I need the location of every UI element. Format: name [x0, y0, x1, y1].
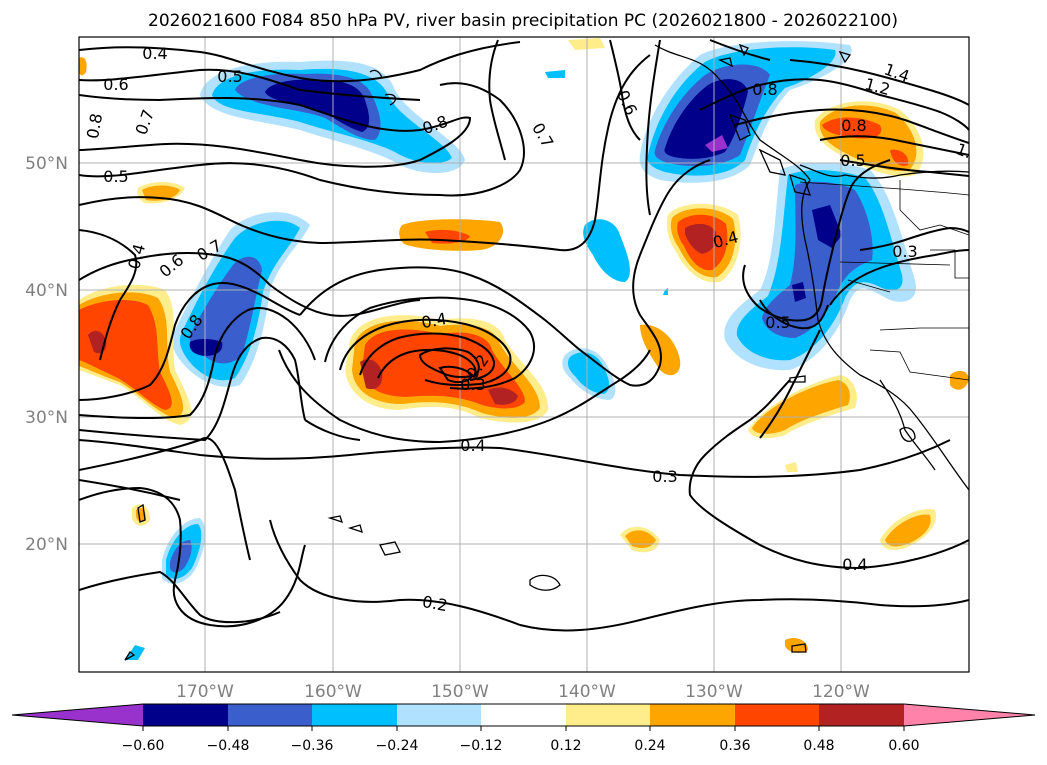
- contour-label: 0.3: [892, 242, 917, 261]
- colorbar-tick-label: −0.24: [376, 738, 419, 754]
- contour-label: 0.4: [460, 436, 485, 455]
- colorbar-swatch: [650, 704, 735, 726]
- contour-label: 0.4: [842, 555, 867, 574]
- latitude-label: 50°N: [25, 154, 68, 174]
- contour-label: 0.3: [652, 467, 677, 486]
- colorbar-swatch: [143, 704, 228, 726]
- latitude-label: 30°N: [25, 408, 68, 428]
- colorbar-tick-label: −0.48: [207, 738, 250, 754]
- map-panel: 0.4 0.6 0.8 0.5 0.4 0.6 0.7 0.8 0.5 0.8 …: [79, 37, 974, 672]
- colorbar-tick-label: 0.36: [719, 738, 750, 754]
- coastlines: [124, 43, 969, 661]
- longitude-label: 120°W: [812, 682, 870, 702]
- colorbar-extend-min: [12, 704, 143, 726]
- colorbar-tick-label: 0.12: [550, 738, 581, 754]
- colorbar-swatch: [566, 704, 650, 726]
- pv-contours: [79, 39, 969, 632]
- contour-label: 0.5: [765, 313, 790, 332]
- contour-label: 0.3: [460, 375, 485, 394]
- colorbar-swatch: [312, 704, 397, 726]
- contour-label: 0.6: [103, 75, 128, 94]
- contour-label: 0.8: [841, 116, 866, 135]
- colorbar-tick-label: −0.36: [291, 738, 334, 754]
- colorbar-tick-label: 0.24: [634, 738, 665, 754]
- latitude-axis: 50°N 40°N 30°N 20°N: [25, 154, 68, 555]
- colorbar-swatch: [228, 704, 312, 726]
- colorbar-tick-label: −0.60: [122, 738, 165, 754]
- contour-label: 0.8: [83, 112, 106, 140]
- colorbar-swatch: [397, 704, 481, 726]
- colorbar-tick-label: 0.60: [888, 738, 919, 754]
- contour-label: 0.2: [421, 592, 449, 615]
- colorbar-tick-label: 0.48: [803, 738, 834, 754]
- figure-title: 2026021600 F084 850 hPa PV, river basin …: [148, 11, 898, 31]
- longitude-label: 150°W: [431, 682, 489, 702]
- contour-label: 0.5: [217, 67, 242, 86]
- latitude-label: 20°N: [25, 535, 68, 555]
- contour-label: 1.: [953, 139, 974, 162]
- map-frame: [78, 36, 970, 673]
- colorbar-swatch: [819, 704, 904, 726]
- political-borders: [799, 180, 969, 381]
- colorbar-tick-label: −0.12: [460, 738, 503, 754]
- colorbar: −0.60 −0.48 −0.36 −0.24 −0.12 0.12 0.24 …: [11, 703, 1036, 754]
- colorbar-extend-max: [904, 704, 1035, 726]
- longitude-label: 160°W: [304, 682, 362, 702]
- contour-label: 0.4: [420, 309, 448, 332]
- longitude-label: 140°W: [558, 682, 616, 702]
- colorbar-swatch: [481, 704, 566, 726]
- contour-label: 0.5: [103, 167, 128, 186]
- contour-label: 0.4: [142, 44, 167, 63]
- contour-label: 0.5: [840, 151, 865, 170]
- colorbar-swatch: [735, 704, 819, 726]
- longitude-label: 130°W: [685, 682, 743, 702]
- longitude-axis: 170°W 160°W 150°W 140°W 130°W 120°W: [176, 682, 870, 702]
- contour-label: 0.8: [752, 80, 777, 99]
- longitude-label: 170°W: [176, 682, 234, 702]
- latitude-label: 40°N: [25, 281, 68, 301]
